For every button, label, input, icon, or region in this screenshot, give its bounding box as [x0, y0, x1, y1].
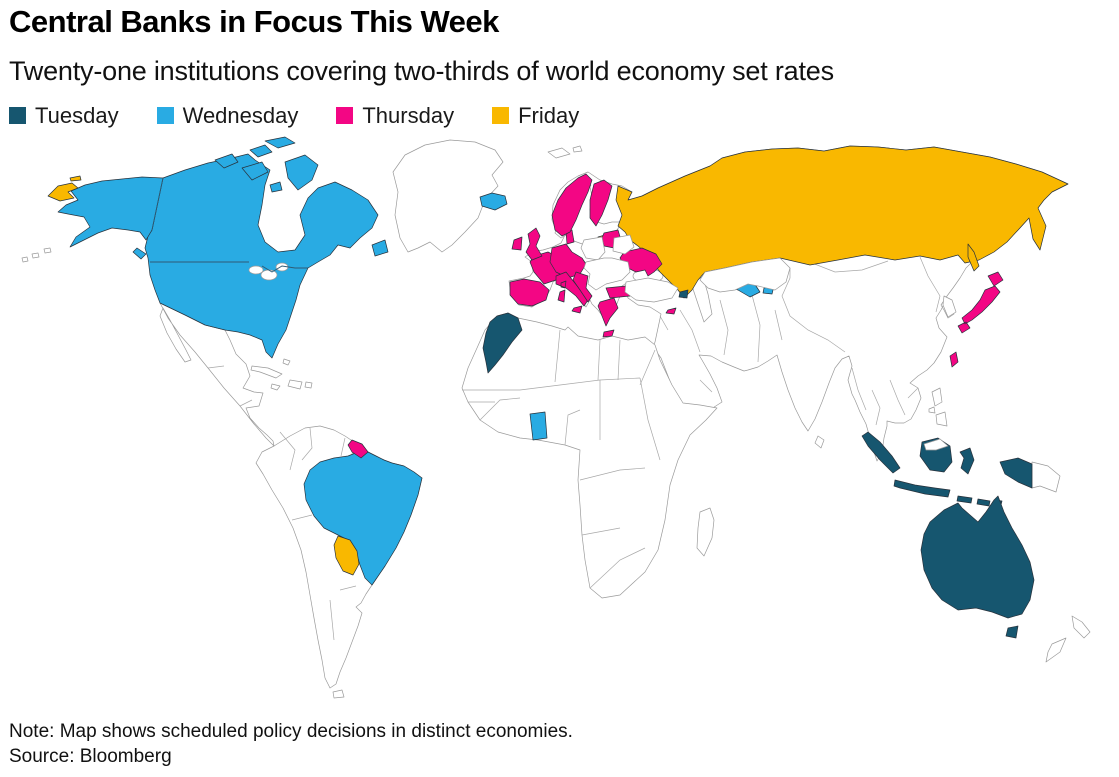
country-greece [597, 297, 619, 338]
russia-chukotka-west [47, 175, 82, 202]
chart-header: Central Banks in Focus This Week Twenty-… [0, 0, 1119, 87]
source-text: Source: Bloomberg [9, 745, 172, 767]
legend-item-wednesday: Wednesday [156, 102, 299, 129]
islands-philippines [928, 387, 948, 427]
legend-item-friday: Friday [492, 103, 579, 129]
state-alaska [57, 176, 164, 248]
country-japan [957, 271, 1004, 334]
legend-label-friday: Friday [518, 102, 580, 128]
region-balkans-croatia [572, 271, 593, 303]
friday-swatch-icon [492, 107, 510, 125]
region-hungary-romania-serbia [583, 257, 631, 291]
landmass-mexico-central-america [159, 302, 275, 447]
friday-regions [47, 145, 1069, 576]
legend-label-wednesday: Wednesday [182, 102, 299, 128]
country-united-kingdom [525, 227, 543, 261]
island-madagascar [696, 507, 715, 557]
country-iceland [479, 192, 508, 211]
chart-subtitle: Twenty-one institutions covering two-thi… [9, 55, 834, 86]
country-italy [555, 271, 589, 314]
islands-caribbean [250, 358, 313, 391]
region-norway-sweden [551, 173, 593, 237]
region-malaysia-borneo [923, 438, 949, 451]
legend-item-thursday: Thursday [336, 103, 454, 129]
island-sri-lanka [814, 435, 825, 449]
country-belarus [612, 234, 635, 255]
landmass-africa [461, 312, 718, 599]
island-new-guinea-png [1031, 461, 1061, 493]
region-central-europe [549, 243, 587, 279]
country-cyprus [665, 307, 677, 315]
country-armenia [678, 289, 689, 299]
thursday-swatch-icon [336, 107, 354, 125]
chart-footer: Note: Map shows scheduled policy decisio… [9, 720, 573, 769]
legend-label-tuesday: Tuesday [35, 102, 119, 128]
country-russia [615, 145, 1069, 299]
tuesday-swatch-icon [9, 107, 26, 125]
islands-aleutian [21, 247, 52, 263]
country-canada-and-usa [144, 153, 379, 359]
region-iberia [509, 278, 550, 307]
legend: Tuesday Wednesday Thursday Friday [9, 103, 1119, 129]
country-paraguay [333, 535, 360, 576]
islands-new-zealand [1045, 615, 1091, 663]
world-map-svg [21, 136, 1091, 699]
country-ghana [529, 411, 548, 441]
country-turkey [624, 277, 679, 303]
tuesday-regions [482, 289, 1035, 639]
chart-title: Central Banks in Focus This Week [9, 4, 499, 39]
world-map [0, 136, 1119, 714]
canada-arctic-islands [132, 136, 389, 260]
country-ireland [511, 236, 523, 251]
country-indonesia [861, 431, 1033, 507]
country-brazil [303, 451, 423, 586]
us-canada-border [150, 261, 308, 273]
wednesday-swatch-icon [156, 107, 174, 125]
country-morocco [482, 312, 523, 374]
white-europe-countries [580, 234, 957, 318]
thursday-regions [347, 173, 1004, 459]
note-text: Note: Map shows scheduled policy decisio… [9, 721, 573, 743]
alaska-canada-border [151, 177, 164, 231]
legend-item-tuesday: Tuesday [9, 103, 119, 129]
russia-sakhalin [967, 243, 980, 272]
country-taiwan [949, 351, 959, 368]
wednesday-regions [57, 136, 775, 586]
territory-french-guiana [347, 439, 369, 459]
country-finland [589, 179, 613, 227]
country-kazakhstan [699, 257, 791, 293]
country-australia [920, 495, 1035, 639]
internal-borders [207, 256, 953, 641]
region-korea [942, 295, 957, 318]
legend-label-thursday: Thursday [362, 102, 455, 128]
great-lakes [248, 262, 289, 281]
